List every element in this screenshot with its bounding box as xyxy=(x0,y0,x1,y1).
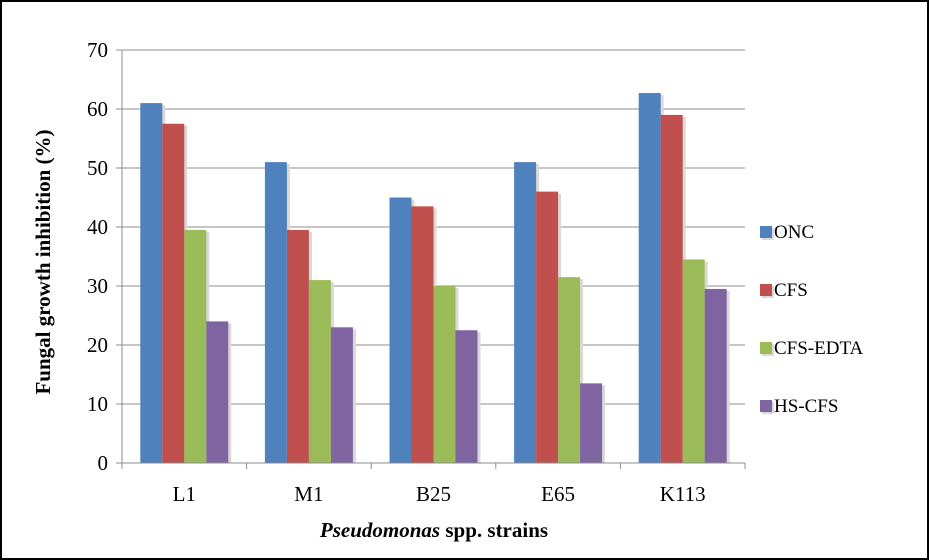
bar-cfs-b25 xyxy=(411,206,434,463)
x-axis-title-rest: spp. strains xyxy=(440,518,548,542)
y-tick-label: 0 xyxy=(98,451,109,475)
legend-label: CFS xyxy=(774,280,808,301)
bar-cfs-edta-e65 xyxy=(558,277,581,463)
bar-cfs-edta-l1 xyxy=(184,229,207,463)
bar-cfs-e65 xyxy=(536,191,559,463)
x-axis-title-italic: Pseudomonas xyxy=(319,518,440,542)
bar-cfs-m1 xyxy=(286,229,309,463)
legend-swatch xyxy=(760,342,772,354)
x-tick-label: M1 xyxy=(294,482,323,506)
legend-label: HS-CFS xyxy=(774,396,838,417)
bar-cfs-k113 xyxy=(660,114,683,464)
y-axis-title: Fungal growth inhibition (%) xyxy=(31,129,55,394)
bar-hs-cfs-b25 xyxy=(455,330,478,463)
bar-cfs-edta-k113 xyxy=(682,259,705,463)
x-tick-label: K113 xyxy=(660,482,706,506)
y-tick-labels: 0 10 20 30 40 50 60 70 xyxy=(87,38,108,475)
bar-cfs-edta-m1 xyxy=(308,280,331,463)
bar-hs-cfs-m1 xyxy=(330,327,353,463)
bar-onc-m1 xyxy=(264,162,287,463)
y-tick-label: 30 xyxy=(87,274,108,298)
legend-swatch xyxy=(760,284,772,296)
axes xyxy=(116,49,746,469)
bar-onc-k113 xyxy=(638,93,661,463)
bar-hs-cfs-e65 xyxy=(580,383,603,463)
x-tick-label: B25 xyxy=(416,482,451,506)
y-tick-label: 20 xyxy=(87,333,108,357)
x-axis-title: Pseudomonas spp. strains xyxy=(319,518,548,542)
legend-label: ONC xyxy=(774,222,814,243)
legend-swatch xyxy=(760,400,772,412)
x-tick-label: L1 xyxy=(173,482,196,506)
bars xyxy=(140,93,730,464)
y-tick-label: 10 xyxy=(87,392,108,416)
bar-onc-l1 xyxy=(140,103,163,463)
x-tick-labels: L1 M1 B25 E65 K113 xyxy=(173,482,706,506)
legend: ONC CFS CFS-EDTA HS-CFS xyxy=(760,222,864,417)
bar-cfs-edta-b25 xyxy=(433,286,456,463)
y-tick-label: 50 xyxy=(87,156,108,180)
y-tick-label: 40 xyxy=(87,215,108,239)
x-tick-label: E65 xyxy=(541,482,575,506)
legend-label: CFS-EDTA xyxy=(774,338,864,359)
y-tick-label: 60 xyxy=(87,97,108,121)
bar-hs-cfs-l1 xyxy=(206,321,229,463)
legend-swatch xyxy=(760,226,772,238)
y-tick-label: 70 xyxy=(87,38,108,62)
bar-hs-cfs-k113 xyxy=(704,288,727,463)
bar-cfs-l1 xyxy=(162,123,185,463)
bar-onc-b25 xyxy=(389,197,412,463)
bar-onc-e65 xyxy=(514,162,537,463)
